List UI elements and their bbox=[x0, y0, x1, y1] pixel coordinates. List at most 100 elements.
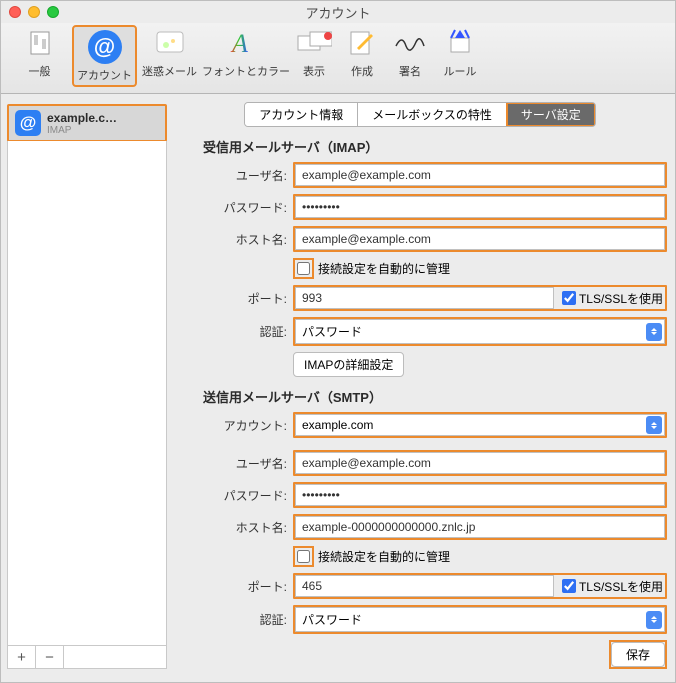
preferences-window: アカウント 一般 @ アカウント 迷惑メール A フォントとカラー bbox=[0, 0, 676, 683]
incoming-port-label: ポート: bbox=[203, 290, 293, 307]
toolbar-label: 一般 bbox=[7, 63, 72, 79]
outgoing-tls-checkbox[interactable] bbox=[562, 579, 576, 593]
incoming-user-label: ユーザ名: bbox=[203, 167, 293, 184]
outgoing-tls-label: TLS/SSLを使用 bbox=[579, 578, 663, 595]
toolbar-fonts[interactable]: A フォントとカラー bbox=[202, 25, 290, 87]
toolbar-signature[interactable]: 署名 bbox=[386, 25, 434, 87]
outgoing-account-row: アカウント: example.com bbox=[203, 412, 667, 438]
body: @ example.c… IMAP + − アカウント情報 メールボックスの特性… bbox=[1, 94, 675, 682]
sidebar-account-item[interactable]: @ example.c… IMAP bbox=[7, 104, 167, 142]
tab-mailbox-behaviors[interactable]: メールボックスの特性 bbox=[358, 103, 507, 126]
incoming-auth-select[interactable]: パスワード bbox=[295, 319, 665, 344]
tab-server-settings[interactable]: サーバ設定 bbox=[507, 103, 595, 126]
outgoing-host-label: ホスト名: bbox=[203, 519, 293, 536]
chevron-updown-icon bbox=[646, 416, 662, 434]
incoming-tls-label: TLS/SSLを使用 bbox=[579, 290, 663, 307]
save-row: 保存 bbox=[203, 640, 667, 669]
incoming-port-row: ポート: TLS/SSLを使用 bbox=[203, 285, 667, 311]
outgoing-port-label: ポート: bbox=[203, 578, 293, 595]
incoming-auth-value: パスワード bbox=[302, 323, 362, 340]
outgoing-title: 送信用メールサーバ（SMTP） bbox=[203, 387, 667, 406]
close-icon[interactable] bbox=[9, 6, 21, 18]
remove-account-button[interactable]: − bbox=[36, 646, 64, 668]
sidebar: @ example.c… IMAP + − bbox=[1, 94, 173, 682]
toolbar-compose[interactable]: 作成 bbox=[338, 25, 386, 87]
toolbar-label: 署名 bbox=[386, 63, 434, 79]
outgoing-account-select[interactable]: example.com bbox=[295, 414, 665, 436]
chevron-updown-icon bbox=[646, 611, 662, 629]
imap-advanced-row: IMAPの詳細設定 bbox=[293, 352, 667, 377]
traffic-lights bbox=[9, 6, 59, 18]
outgoing-port-input[interactable] bbox=[295, 575, 554, 597]
at-icon: @ bbox=[15, 110, 41, 136]
outgoing-pass-row: パスワード: bbox=[203, 482, 667, 508]
account-protocol: IMAP bbox=[47, 125, 117, 136]
toolbar-label: 作成 bbox=[338, 63, 386, 79]
outgoing-pass-input[interactable] bbox=[295, 484, 665, 506]
toolbar-rules[interactable]: ルール bbox=[434, 25, 486, 87]
outgoing-auto-row: 接続設定を自動的に管理 bbox=[203, 546, 667, 567]
incoming-user-row: ユーザ名: bbox=[203, 162, 667, 188]
add-account-button[interactable]: + bbox=[8, 646, 36, 668]
toolbar-label: 表示 bbox=[290, 63, 338, 79]
incoming-host-input[interactable] bbox=[295, 228, 665, 250]
incoming-title: 受信用メールサーバ（IMAP） bbox=[203, 137, 667, 156]
incoming-pass-label: パスワード: bbox=[203, 199, 293, 216]
incoming-pass-input[interactable] bbox=[295, 196, 665, 218]
minimize-icon[interactable] bbox=[28, 6, 40, 18]
toolbar-display[interactable]: 表示 bbox=[290, 25, 338, 87]
junk-icon bbox=[152, 25, 188, 61]
toolbar-label: アカウント bbox=[74, 67, 135, 83]
outgoing-auto-checkbox[interactable] bbox=[297, 550, 310, 563]
incoming-pass-row: パスワード: bbox=[203, 194, 667, 220]
incoming-auto-row: 接続設定を自動的に管理 bbox=[203, 258, 667, 279]
toolbar-junk[interactable]: 迷惑メール bbox=[137, 25, 202, 87]
zoom-icon[interactable] bbox=[47, 6, 59, 18]
incoming-port-input[interactable] bbox=[295, 287, 554, 309]
incoming-user-input[interactable] bbox=[295, 164, 665, 186]
incoming-auto-checkbox[interactable] bbox=[297, 262, 310, 275]
incoming-auth-label: 認証: bbox=[203, 323, 293, 340]
window-title: アカウント bbox=[305, 3, 370, 22]
outgoing-account-label: アカウント: bbox=[203, 417, 293, 434]
toolbar: 一般 @ アカウント 迷惑メール A フォントとカラー 表示 bbox=[1, 23, 675, 94]
imap-advanced-button[interactable]: IMAPの詳細設定 bbox=[293, 352, 404, 377]
toolbar-accounts[interactable]: @ アカウント bbox=[72, 25, 137, 87]
tabs: アカウント情報 メールボックスの特性 サーバ設定 bbox=[173, 102, 667, 127]
outgoing-auth-row: 認証: パスワード bbox=[203, 605, 667, 634]
toolbar-general[interactable]: 一般 bbox=[7, 25, 72, 87]
outgoing-port-row: ポート: TLS/SSLを使用 bbox=[203, 573, 667, 599]
incoming-auto-label: 接続設定を自動的に管理 bbox=[318, 260, 450, 277]
toolbar-label: フォントとカラー bbox=[202, 63, 290, 79]
compose-icon bbox=[344, 25, 380, 61]
outgoing-auth-select[interactable]: パスワード bbox=[295, 607, 665, 632]
outgoing-pass-label: パスワード: bbox=[203, 487, 293, 504]
outgoing-user-row: ユーザ名: bbox=[203, 450, 667, 476]
incoming-auth-row: 認証: パスワード bbox=[203, 317, 667, 346]
outgoing-auth-label: 認証: bbox=[203, 611, 293, 628]
slider-icon bbox=[22, 25, 58, 61]
incoming-tls-checkbox[interactable] bbox=[562, 291, 576, 305]
outgoing-user-input[interactable] bbox=[295, 452, 665, 474]
tab-account-info[interactable]: アカウント情報 bbox=[245, 103, 358, 126]
outgoing-user-label: ユーザ名: bbox=[203, 455, 293, 472]
rules-icon bbox=[442, 25, 478, 61]
account-name: example.c… bbox=[47, 111, 117, 125]
main: アカウント情報 メールボックスの特性 サーバ設定 受信用メールサーバ（IMAP）… bbox=[173, 94, 675, 682]
signature-icon bbox=[392, 25, 428, 61]
font-icon: A bbox=[228, 25, 264, 61]
outgoing-account-value: example.com bbox=[302, 418, 373, 432]
toolbar-label: 迷惑メール bbox=[137, 63, 202, 79]
toolbar-label: ルール bbox=[434, 63, 486, 79]
at-icon: @ bbox=[87, 29, 123, 65]
outgoing-auth-value: パスワード bbox=[302, 611, 362, 628]
titlebar: アカウント bbox=[1, 1, 675, 23]
save-button[interactable]: 保存 bbox=[611, 642, 665, 667]
outgoing-host-input[interactable] bbox=[295, 516, 665, 538]
svg-text:A: A bbox=[230, 29, 248, 58]
sidebar-list bbox=[7, 141, 167, 646]
outgoing-host-row: ホスト名: bbox=[203, 514, 667, 540]
incoming-host-label: ホスト名: bbox=[203, 231, 293, 248]
sidebar-footer: + − bbox=[7, 646, 167, 669]
incoming-host-row: ホスト名: bbox=[203, 226, 667, 252]
